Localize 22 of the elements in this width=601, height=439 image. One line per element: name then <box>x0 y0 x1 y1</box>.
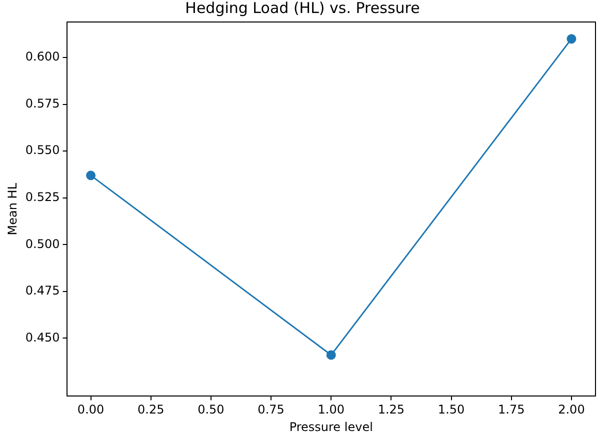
y-tick-label: 0.600 <box>25 50 60 64</box>
y-tick-label: 0.500 <box>25 236 60 251</box>
x-tick-label: 0.50 <box>198 402 224 417</box>
x-tick-label: 1.00 <box>318 402 344 417</box>
point <box>566 34 576 44</box>
x-tick-label: 0.25 <box>138 402 164 417</box>
y-tick-label: 0.525 <box>25 190 60 204</box>
y-tick-label: 0.450 <box>25 330 60 344</box>
x-tick-label: 1.25 <box>378 402 405 417</box>
x-tick-label: 1.75 <box>498 402 525 417</box>
x-tick-label: 0.00 <box>77 402 104 417</box>
x-tick-label: 1.50 <box>438 402 465 417</box>
y-axis-title: Mean HL <box>5 182 20 236</box>
point <box>326 350 336 360</box>
chart-title: Hedging Load (HL) vs. Pressure <box>185 0 420 17</box>
y-tick-label: 0.550 <box>25 143 60 158</box>
y-tick-label: 0.475 <box>25 284 60 298</box>
x-axis-title: Pressure level <box>289 420 373 434</box>
point <box>86 170 96 180</box>
y-tick-label: 0.575 <box>25 96 60 110</box>
x-tick-label: 0.75 <box>258 402 284 417</box>
x-tick-label: 2.00 <box>558 402 585 417</box>
